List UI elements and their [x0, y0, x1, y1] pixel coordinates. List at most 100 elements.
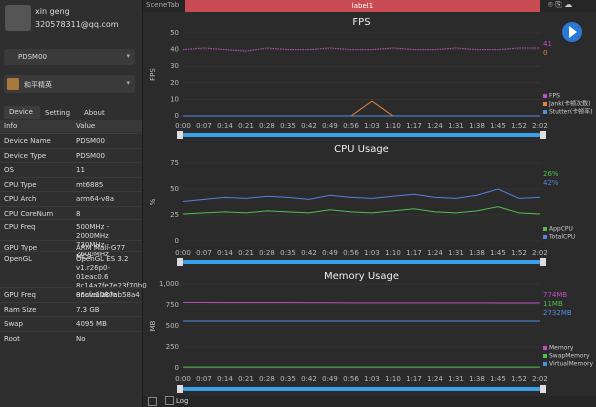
x-tick-label: 0:00 [175, 249, 191, 257]
tab-label[interactable]: label1 [185, 0, 540, 12]
tab[interactable]: About [84, 109, 105, 117]
legend-swatch [543, 346, 547, 350]
legend-entry: Stutter(卡顿率) [549, 108, 593, 116]
x-tick-label: 0:42 [301, 122, 317, 130]
y-tick-label: 10 [170, 95, 179, 103]
x-tick-label: 0:28 [259, 249, 275, 257]
x-tick-label: 0:49 [322, 249, 338, 257]
app-dropdown[interactable]: 和平精英 ▾ [4, 75, 135, 93]
x-tick-label: 0:56 [343, 249, 359, 257]
legend-entry: AppCPU [549, 226, 573, 233]
y-tick-label: 0 [175, 364, 179, 372]
info-cell: GPU Freq [4, 291, 36, 299]
series-line [183, 100, 540, 117]
x-tick-label: 1:52 [511, 249, 527, 257]
x-tick-label: 1:24 [427, 122, 443, 130]
y-tick-label: 20 [170, 79, 179, 87]
x-tick-label: 0:14 [217, 122, 233, 130]
x-tick-label: 1:10 [385, 375, 401, 383]
charts: FPS FPS 0 10 20 30 40 50 0:00 0:07 0:14 0:21 0:28 0:3… [149, 17, 593, 393]
x-tick-label: 0:28 [259, 122, 275, 130]
value-cell: ARM Mali-G77 MC9 [76, 244, 126, 261]
legend-entry: Memory [549, 345, 574, 352]
x-tick-label: 2:02 [532, 375, 548, 383]
x-tick-label: 2:02 [532, 249, 548, 257]
current-value: 42% [543, 179, 559, 187]
value-cell: 11 [76, 166, 85, 174]
app-icon [7, 78, 19, 90]
y-tick-label: 50 [170, 29, 179, 37]
x-tick-label: 0:07 [196, 375, 212, 383]
x-tick-label: 0:35 [280, 375, 296, 383]
device-dropdown[interactable]: PDSM00 ▾ [4, 49, 135, 65]
x-tick-label: 0:14 [217, 375, 233, 383]
play-icon [569, 26, 577, 38]
tab-active[interactable]: Device [4, 106, 40, 119]
series-line [182, 206, 541, 215]
table-row: Device Name PDSM00 [0, 133, 142, 145]
user-email: 320578311@qq.com [35, 20, 119, 29]
info-cell: Device Type [4, 152, 47, 160]
y-tick-label: 0 [175, 237, 179, 245]
x-tick-label: 0:56 [343, 375, 359, 383]
legend-swatch [543, 110, 547, 114]
info-cell: CPU CoreNum [4, 210, 54, 218]
x-tick-label: 1:10 [385, 249, 401, 257]
table-row: CPU Freq 500MHz - 2000MHz 730MHz - 2600MH… [0, 219, 142, 258]
table-row: CPU CoreNum 8 [0, 206, 142, 218]
x-tick-label: 1:24 [427, 375, 443, 383]
x-tick-label: 1:45 [490, 375, 506, 383]
chart-title: CPU Usage [334, 144, 389, 155]
toolbar-icons[interactable]: ⌾ ⎘ ☁ [548, 0, 573, 9]
x-tick-label: 0:21 [238, 249, 254, 257]
x-tick-label: 1:52 [511, 375, 527, 383]
table-row: OpenGL OpenGL ES 3.2 v1.r26p0-01eac0.6 8c… [0, 251, 147, 299]
x-tick-label: 1:03 [364, 249, 380, 257]
legend-swatch [543, 354, 547, 358]
table-row: GPU Type ARM Mali-G77 MC9 [0, 240, 142, 261]
info-cell: Swap [4, 320, 23, 328]
y-tick-label: 50 [170, 185, 179, 193]
info-cell: GPU Type [4, 244, 38, 252]
y-tick-label: 1,000 [159, 280, 179, 288]
x-tick-label: 0:35 [280, 122, 296, 130]
log-checkbox[interactable] [165, 396, 174, 405]
y-tick-label: 750 [166, 301, 179, 309]
dropdown-arrow: ▾ [126, 52, 130, 60]
info-cell: CPU Freq [4, 223, 36, 231]
x-tick-label: 0:49 [322, 375, 338, 383]
value-cell: mt6885 [76, 181, 104, 189]
tab: Device [9, 108, 33, 116]
scrollbar [183, 133, 540, 137]
legend-entry: VirtualMemory [549, 361, 593, 368]
y-axis-label: FPS [149, 68, 157, 81]
table-row: CPU Arch arm64-v8a [0, 191, 142, 203]
x-tick-label: 0:42 [301, 375, 317, 383]
scrollbar [183, 387, 540, 391]
log-toggle[interactable] [148, 397, 157, 406]
tab[interactable]: Setting [45, 109, 71, 117]
sidebar: xin geng 320578311@qq.com PDSM00 ▾ 和平精英 … [0, 0, 147, 407]
y-tick-label: 0 [175, 112, 179, 120]
legend-entry: Jank(卡顿次数) [548, 100, 590, 108]
scroll-handle [177, 131, 183, 139]
series-line [183, 301, 540, 304]
device-name: PDSM00 [18, 53, 48, 61]
bottom-bar: Log [143, 396, 596, 407]
table-row: Swap 4095 MB [0, 316, 142, 328]
chart-title: FPS [352, 17, 370, 28]
info-cell: Root [4, 335, 20, 343]
series-line [182, 188, 541, 202]
x-tick-label: 2:02 [532, 122, 548, 130]
x-tick-label: 1:17 [406, 375, 422, 383]
top-bar: SceneTab label1 ⌾ ⎘ ☁ [143, 0, 596, 12]
table-row: OS 11 [0, 162, 142, 174]
table-row: Ram Size 7.3 GB [0, 302, 142, 314]
x-tick-label: 1:45 [490, 122, 506, 130]
table-header: Info Value [0, 120, 142, 132]
current-value: 0 [543, 49, 547, 57]
x-tick-label: 1:03 [364, 375, 380, 383]
scene-tab[interactable]: SceneTab [146, 1, 180, 9]
x-tick-label: 0:49 [322, 122, 338, 130]
